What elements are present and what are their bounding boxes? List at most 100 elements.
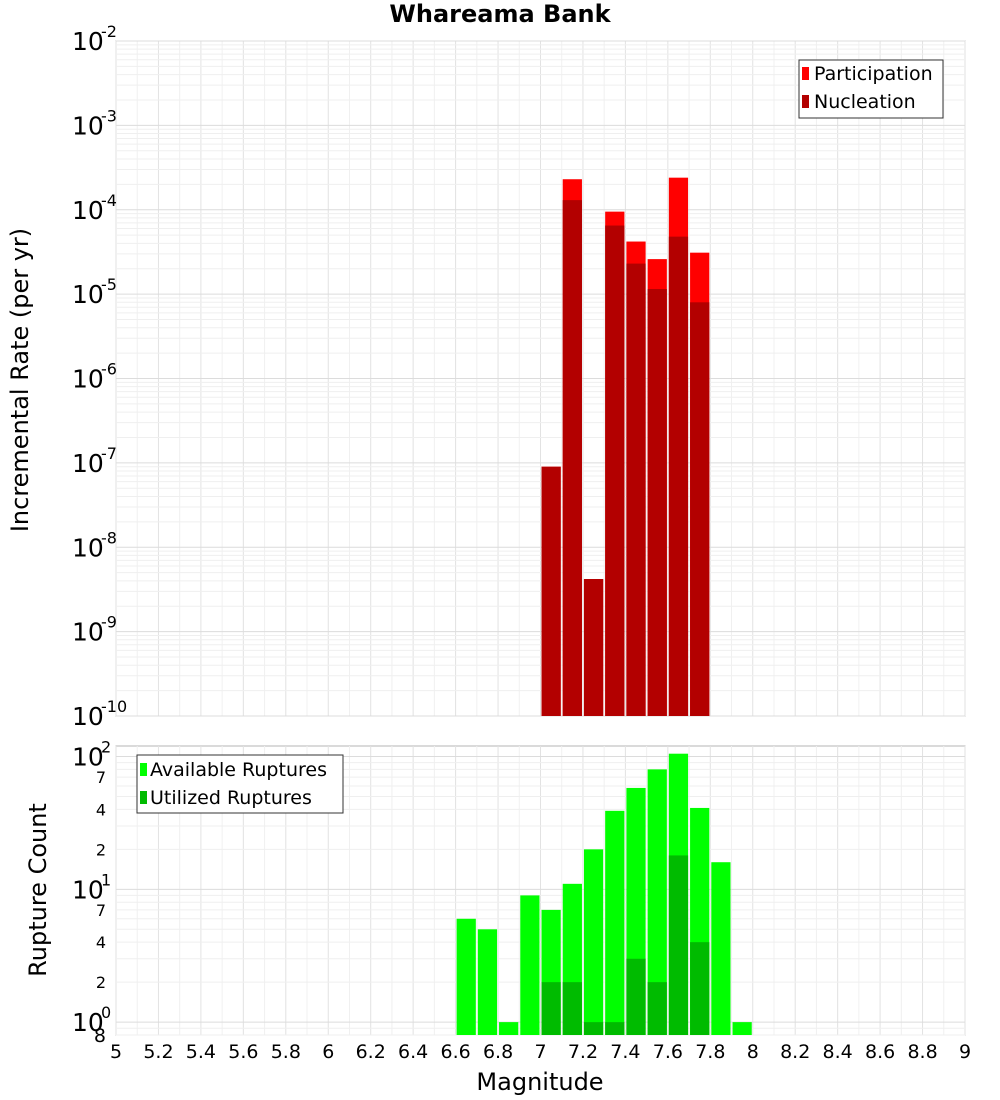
x-ticks: 5 5.2 5.4 5.6 5.8 6 6.2 6.4 6.6 6.8 7 7.2 7.4 7.6 7.8 8… xyxy=(110,1041,971,1063)
bottom-y-tick-exponent: 1 xyxy=(101,870,111,889)
x-tick-label: 5.6 xyxy=(228,1041,258,1063)
bottom-bar-s1 xyxy=(477,929,498,1035)
x-tick-label: 6.4 xyxy=(398,1041,428,1063)
bottom-bar-s2 xyxy=(562,982,582,1035)
bottom-bar-s2 xyxy=(605,1022,625,1035)
bottom-legend-box xyxy=(136,754,344,814)
top-y-tick-exponent: -8 xyxy=(101,528,117,547)
legend-label-utilized: Utilized Ruptures xyxy=(150,787,312,809)
legend-swatch-nucleation xyxy=(802,95,809,108)
top-y-tick-label: 10 xyxy=(72,280,104,309)
x-tick-label: 6.2 xyxy=(356,1041,386,1063)
x-tick-label: 8 xyxy=(747,1041,759,1063)
top-y-tick-label: 10 xyxy=(72,702,104,731)
bottom-bar-s2 xyxy=(690,942,710,1035)
top-legend-box xyxy=(798,59,944,119)
bottom-y-minor-tick-label: 4 xyxy=(96,933,106,952)
top-y-tick-exponent: -6 xyxy=(101,360,117,379)
top-bar-s2 xyxy=(626,263,646,716)
x-tick-label: 8.8 xyxy=(907,1041,937,1063)
bottom-bar-s1 xyxy=(456,918,476,1035)
top-bar-s2 xyxy=(562,200,582,716)
top-bar-s2 xyxy=(690,302,710,716)
bottom-y-tick-label: 10 xyxy=(72,743,104,772)
top-y-tick-label: 10 xyxy=(72,196,104,225)
top-grid xyxy=(115,40,966,717)
bottom-y-minor-tick-label: 2 xyxy=(96,973,106,992)
bottom-bar-s1 xyxy=(732,1022,752,1035)
bottom-bars xyxy=(456,753,752,1035)
bottom-y-tick-exponent: 2 xyxy=(101,738,111,757)
legend-swatch-available xyxy=(140,763,147,776)
legend-label-available: Available Ruptures xyxy=(150,759,327,781)
x-tick-label: 6 xyxy=(322,1041,334,1063)
top-bar-s2 xyxy=(647,289,667,716)
bottom-bar-s1 xyxy=(605,810,625,1035)
top-bar-s2 xyxy=(583,579,604,716)
top-y-tick-exponent: -3 xyxy=(101,106,117,125)
bottom-y-tick-exponent: 0 xyxy=(101,1003,111,1022)
x-tick-label: 5.4 xyxy=(186,1041,216,1063)
x-tick-label: 7 xyxy=(534,1041,546,1063)
x-tick-label: 8.6 xyxy=(865,1041,895,1063)
bottom-bar-s2 xyxy=(647,982,667,1035)
top-y-tick-label: 10 xyxy=(72,27,104,56)
bottom-y-minor-tick-label: 7 xyxy=(96,901,106,920)
top-legend: Participation Nucleation xyxy=(798,59,944,119)
top-y-tick-label: 10 xyxy=(72,111,104,140)
bottom-bar-s2 xyxy=(626,958,646,1035)
bottom-y-tick-label: 10 xyxy=(72,875,104,904)
x-tick-label: 9 xyxy=(959,1041,971,1063)
bottom-y-minor-tick-label: 7 xyxy=(96,768,106,787)
bottom-bar-s1 xyxy=(647,769,667,1035)
bottom-y-minor-tick-label: 4 xyxy=(96,800,106,819)
bottom-y-minor-tick-label: 8 xyxy=(94,1025,106,1047)
bottom-y-axis-label: Rupture Count xyxy=(24,803,52,977)
bottom-bar-s1 xyxy=(520,895,540,1035)
legend-swatch-participation xyxy=(802,67,809,80)
x-tick-label: 6.6 xyxy=(440,1041,470,1063)
x-tick-label: 7.4 xyxy=(610,1041,640,1063)
top-y-tick-exponent: -5 xyxy=(101,275,117,294)
bottom-legend: Available Ruptures Utilized Ruptures xyxy=(136,754,344,814)
legend-label-nucleation: Nucleation xyxy=(814,91,916,113)
bottom-bar-s1 xyxy=(583,849,604,1035)
top-y-tick-exponent: -4 xyxy=(101,191,117,210)
legend-label-participation: Participation xyxy=(814,63,933,85)
bottom-y-minor-tick-label: 2 xyxy=(96,840,106,859)
x-tick-label: 5 xyxy=(110,1041,122,1063)
x-tick-label: 8.2 xyxy=(780,1041,810,1063)
top-y-tick-exponent: -10 xyxy=(101,697,127,716)
x-tick-label: 7.8 xyxy=(695,1041,725,1063)
top-bar-s2 xyxy=(541,466,561,716)
top-y-tick-label: 10 xyxy=(72,533,104,562)
bottom-bar-s2 xyxy=(583,1022,604,1035)
chart-title: Whareama Bank xyxy=(389,0,611,28)
legend-swatch-utilized xyxy=(140,791,147,804)
x-tick-label: 7.6 xyxy=(653,1041,683,1063)
top-y-tick-exponent: -9 xyxy=(101,613,117,632)
x-tick-label: 5.8 xyxy=(271,1041,301,1063)
top-bar-s2 xyxy=(668,236,689,716)
top-y-axis-label: Incremental Rate (per yr) xyxy=(6,228,34,532)
x-tick-label: 6.8 xyxy=(483,1041,513,1063)
x-tick-label: 5.2 xyxy=(143,1041,173,1063)
top-y-tick-label: 10 xyxy=(72,365,104,394)
x-tick-label: 7.2 xyxy=(568,1041,598,1063)
top-y-tick-label: 10 xyxy=(72,618,104,647)
x-axis-label: Magnitude xyxy=(476,1068,603,1096)
bottom-bar-s1 xyxy=(499,1022,519,1035)
top-y-tick-exponent: -2 xyxy=(101,22,117,41)
x-tick-label: 8.4 xyxy=(823,1041,853,1063)
bottom-y-tick-label: 10 xyxy=(72,1008,104,1037)
bottom-bar-s2 xyxy=(541,982,561,1035)
top-y-tick-label: 10 xyxy=(72,449,104,478)
bottom-bar-s2 xyxy=(668,855,689,1035)
top-bar-s2 xyxy=(605,225,625,716)
top-y-tick-exponent: -7 xyxy=(101,444,117,463)
top-bars xyxy=(541,177,710,717)
